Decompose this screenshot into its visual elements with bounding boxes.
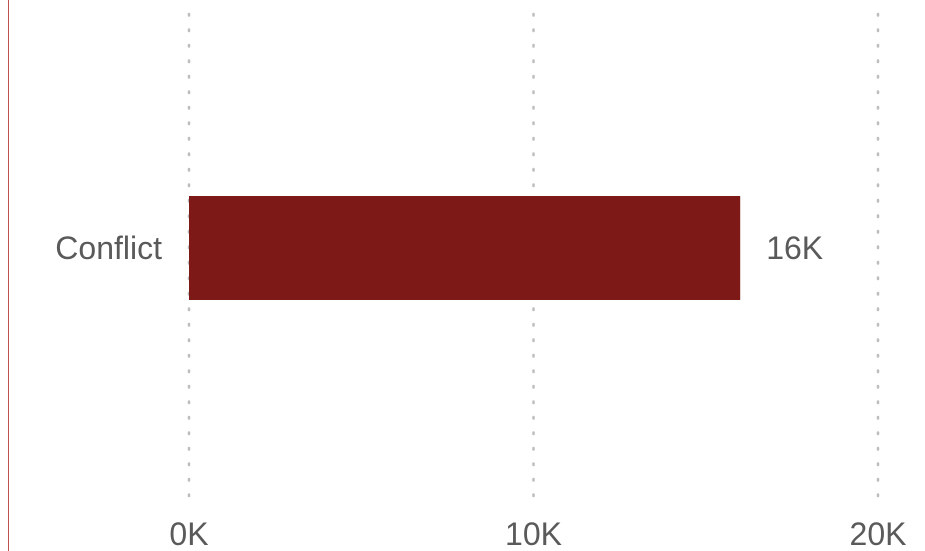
x-tick-label-2: 20K (850, 516, 907, 551)
x-tick-label-0: 0K (169, 516, 208, 551)
data-label-0: 16K (766, 230, 823, 266)
category-label-0: Conflict (55, 230, 162, 266)
frame-edge (8, 0, 9, 551)
bar-0 (189, 196, 741, 300)
x-tick-label-1: 10K (505, 516, 562, 551)
